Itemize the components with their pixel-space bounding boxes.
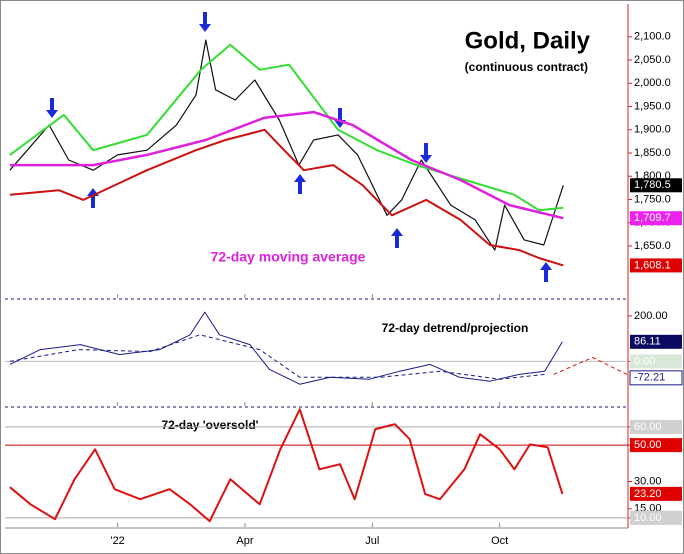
y-tick-label: 60.00 bbox=[634, 421, 662, 433]
value-label-box bbox=[630, 438, 682, 453]
value-label: 23.20 bbox=[634, 488, 662, 500]
annotation: 72-day detrend/projection bbox=[382, 321, 529, 335]
y-tick-label: 1,750.0 bbox=[634, 193, 671, 205]
y-tick-label: 2,000.0 bbox=[634, 77, 671, 89]
y-tick-label: 200.00 bbox=[634, 310, 668, 322]
value-label-box bbox=[630, 486, 682, 501]
y-tick-label: 30.00 bbox=[634, 475, 662, 487]
value-label-box bbox=[630, 178, 682, 193]
value-label-box bbox=[630, 334, 682, 349]
value-label: 1,780.5 bbox=[634, 179, 671, 191]
signal-arrow bbox=[391, 228, 403, 248]
x-tick-label: Jul bbox=[365, 535, 379, 547]
series-line bbox=[9, 408, 564, 523]
value-label: 1,709.7 bbox=[634, 212, 671, 224]
y-tick-label: 0.00 bbox=[634, 355, 655, 367]
y-tick-label: 10.00 bbox=[634, 512, 662, 524]
y-tick-label: 2,050.0 bbox=[634, 54, 671, 66]
signal-arrow bbox=[540, 262, 552, 282]
chart-subtitle: (continuous contract) bbox=[465, 60, 588, 74]
signal-arrow bbox=[199, 12, 211, 32]
value-label: -72.21 bbox=[634, 372, 665, 384]
y-tick-label: 50.00 bbox=[634, 439, 662, 451]
value-label-box bbox=[629, 370, 683, 386]
series-line bbox=[9, 311, 563, 385]
value-label-box bbox=[630, 510, 682, 525]
annotation: 72-day 'oversold' bbox=[161, 418, 258, 432]
value-label: 86.11 bbox=[634, 336, 661, 348]
y-tick-label: 1,950.0 bbox=[634, 100, 671, 112]
y-tick-label: 2,100.0 bbox=[634, 31, 671, 43]
y-tick-label: 1,900.0 bbox=[634, 124, 671, 136]
series-line bbox=[9, 128, 564, 267]
value-label-box bbox=[630, 419, 682, 434]
series-line bbox=[9, 334, 545, 380]
signal-arrow bbox=[420, 143, 432, 163]
y-tick-label: 1,850.0 bbox=[634, 147, 671, 159]
series-line bbox=[9, 43, 564, 212]
chart-title: Gold, Daily bbox=[465, 27, 591, 54]
signal-arrow bbox=[46, 98, 58, 118]
annotation: 72-day moving average bbox=[211, 249, 366, 265]
y-tick-label: 1,650.0 bbox=[634, 240, 671, 252]
series-line bbox=[9, 110, 564, 220]
value-label-box bbox=[630, 258, 682, 273]
value-label: 1,608.1 bbox=[634, 259, 671, 271]
series-line bbox=[553, 357, 628, 375]
x-tick-label: Apr bbox=[236, 535, 253, 547]
signal-arrow bbox=[294, 174, 306, 194]
x-tick-label: '22 bbox=[110, 535, 124, 547]
value-label-box bbox=[630, 211, 682, 226]
value-label-box bbox=[630, 354, 682, 369]
x-tick-label: Oct bbox=[491, 535, 508, 547]
